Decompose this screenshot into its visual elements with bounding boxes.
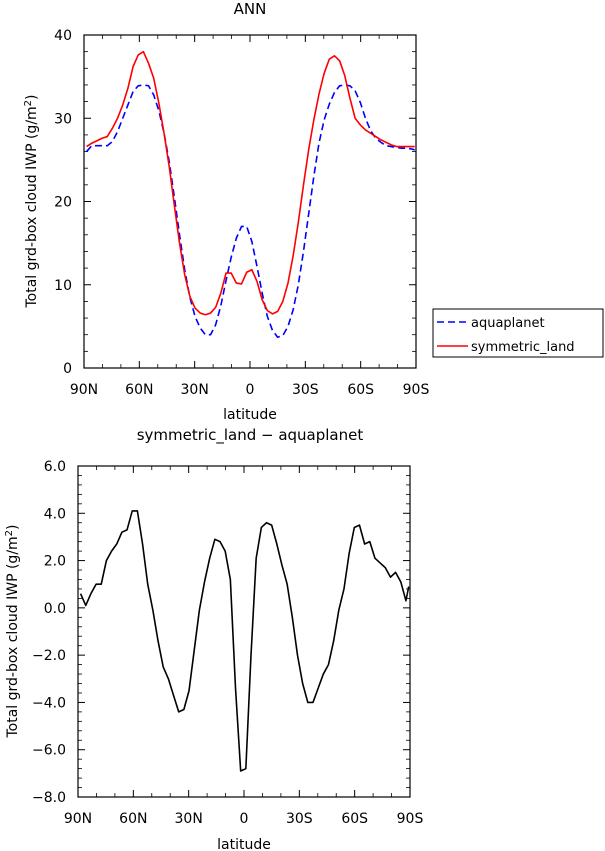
bottom-x-ticks: 90N 60N 30N 0 30S 60S 90S (64, 466, 424, 827)
y-tick-label: 6.0 (44, 459, 66, 475)
x-tick-label: 60N (119, 811, 147, 827)
y-tick-label: 0 (63, 361, 72, 377)
x-tick-label: 90N (70, 382, 98, 398)
legend: aquaplanet symmetric_land (432, 308, 604, 358)
bottom-x-axis-label: latitude (217, 837, 271, 851)
series-line-difference (79, 510, 410, 772)
x-tick-label: 90N (64, 811, 92, 827)
x-tick-label: 90S (397, 811, 424, 827)
top-x-ticks: 90N 60N 30N 0 30S 60S 90S (70, 35, 430, 398)
bottom-panel: symmetric_land − aquaplanet −8.0 −6.0 −4.0… (4, 426, 423, 851)
legend-label-symmetric-land: symmetric_land (471, 340, 575, 355)
y-tick-label: 0.0 (44, 601, 66, 617)
top-chart-title: ANN (234, 0, 267, 18)
y-tick-label: −2.0 (32, 648, 66, 664)
y-tick-label: 40 (54, 28, 72, 44)
top-series-group (85, 50, 415, 339)
bottom-y-ticks: −8.0 −6.0 −4.0 −2.0 0.0 2.0 4.0 6.0 (32, 459, 410, 806)
x-tick-label: 30S (292, 382, 319, 398)
y-tick-label: 20 (54, 195, 72, 211)
top-y-axis-label: Total grd-box cloud IWP (g/m2) (23, 94, 40, 308)
y-tick-label: 30 (54, 111, 72, 127)
series-line-symmetric-land (86, 50, 415, 316)
top-plot-frame (83, 34, 417, 369)
x-tick-label: 90S (403, 382, 430, 398)
top-x-axis-label: latitude (223, 407, 277, 423)
top-panel: ANN 0 10 20 30 40 90N 60N 30N 0 30S 60S 90S latitu… (23, 0, 604, 423)
y-tick-label: 10 (54, 278, 72, 294)
x-tick-label: 30S (286, 811, 313, 827)
x-tick-label: 60S (347, 382, 374, 398)
x-tick-label: 30N (175, 811, 203, 827)
y-tick-label: −8.0 (32, 790, 66, 806)
bottom-y-axis-label: Total grd-box cloud IWP (g/m2) (4, 524, 21, 738)
bottom-plot-frame (77, 465, 411, 798)
y-tick-label: −6.0 (32, 743, 66, 759)
top-y-ticks: 0 10 20 30 40 (54, 28, 416, 377)
y-tick-label: 2.0 (44, 554, 66, 570)
y-tick-label: 4.0 (44, 506, 66, 522)
y-tick-label: −4.0 (32, 695, 66, 711)
x-tick-label: 0 (240, 811, 249, 827)
x-tick-label: 60N (125, 382, 153, 398)
legend-label-aquaplanet: aquaplanet (471, 316, 545, 331)
series-line-aquaplanet (85, 84, 415, 339)
bottom-chart-title: symmetric_land − aquaplanet (137, 426, 364, 445)
x-tick-label: 60S (341, 811, 368, 827)
x-tick-label: 0 (246, 382, 255, 398)
bottom-series-group (79, 510, 410, 772)
x-tick-label: 30N (181, 382, 209, 398)
